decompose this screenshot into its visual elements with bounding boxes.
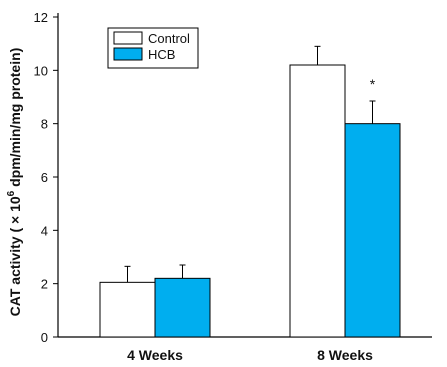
- y-axis-label: CAT activity ( × 106 dpm/min/mg protein): [6, 48, 23, 317]
- y-axis-label-tail: dpm/min/mg protein): [7, 48, 23, 191]
- y-tick-label: 8: [41, 117, 48, 132]
- y-tick-label: 12: [34, 10, 48, 25]
- y-tick-label: 6: [41, 170, 48, 185]
- x-category-label: 8 Weeks: [317, 347, 373, 363]
- y-axis-label-superscript: 6: [6, 190, 17, 196]
- bar-hcb-1: [154, 277, 211, 338]
- legend-swatch-control: [113, 31, 143, 45]
- significance-asterisk: *: [370, 76, 376, 92]
- y-tick-label: 0: [41, 330, 48, 345]
- y-tick-label: 4: [41, 223, 48, 238]
- y-axis-label-main: CAT activity ( × 10: [7, 196, 23, 316]
- y-tick-label: 2: [41, 277, 48, 292]
- bar-control-1: [99, 281, 156, 338]
- x-category-label: 4 Weeks: [127, 347, 183, 363]
- legend-label-hcb: HCB: [148, 47, 175, 62]
- bar-control-2: [289, 64, 346, 338]
- legend-swatch-hcb: [113, 47, 143, 61]
- bar-hcb-2: [344, 123, 401, 338]
- y-tick-label: 10: [34, 63, 48, 78]
- legend-label-control: Control: [148, 31, 190, 46]
- plot-area: 0 2 4 6 8 10 12 4 Weeks 8 Weeks *: [34, 10, 432, 363]
